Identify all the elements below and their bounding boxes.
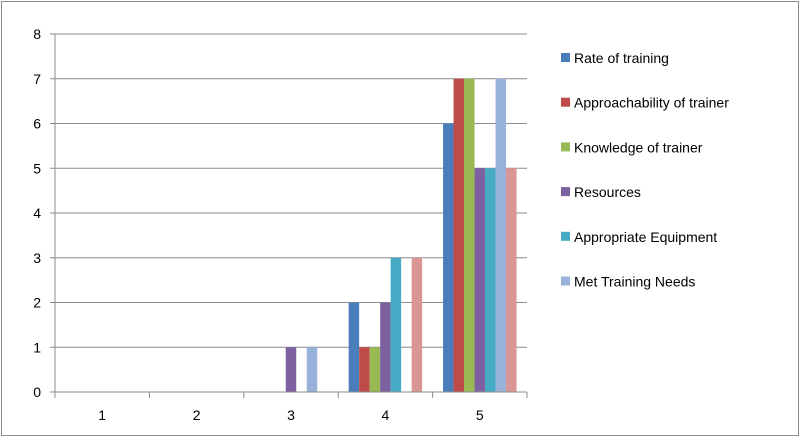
legend-label: Approachability of trainer xyxy=(574,95,729,111)
chart-frame: 0 1 2 3 4 5 6 7 8 1 2 3 4 5 Rate of training Approach… xyxy=(1,1,799,436)
y-tick-label: 4 xyxy=(33,205,41,221)
bar xyxy=(495,78,507,392)
legend-swatch xyxy=(561,231,570,241)
legend-label: Rate of training xyxy=(574,50,669,66)
bar xyxy=(443,123,454,392)
y-tick-label: 0 xyxy=(33,384,41,400)
y-tick-label: 5 xyxy=(33,160,41,176)
y-tick-labels: 0 1 2 3 4 5 6 7 8 xyxy=(33,26,41,400)
legend-label: Appropriate Equipment xyxy=(574,229,717,245)
legend-swatch xyxy=(561,276,570,286)
y-tick-label: 8 xyxy=(33,26,41,42)
legend-label: Met Training Needs xyxy=(574,274,695,290)
bar xyxy=(348,302,360,392)
bar xyxy=(359,347,370,392)
legend-swatch xyxy=(561,53,570,62)
legend: Rate of training Approachability of train… xyxy=(561,50,729,290)
bar xyxy=(411,257,423,392)
y-tick-label: 1 xyxy=(33,339,41,355)
x-tick-label: 2 xyxy=(193,407,201,423)
y-tick-label: 3 xyxy=(33,250,41,266)
y-tick-label: 6 xyxy=(33,116,41,132)
bar xyxy=(285,347,297,392)
y-tick-label: 2 xyxy=(33,295,41,311)
bar-chart: 0 1 2 3 4 5 6 7 8 1 2 3 4 5 Rate of training Approach… xyxy=(33,26,729,423)
bar xyxy=(369,347,381,392)
x-tick-labels: 1 2 3 4 5 xyxy=(98,407,484,423)
bar xyxy=(506,168,517,392)
bar xyxy=(390,257,402,392)
bar xyxy=(306,347,318,392)
legend-swatch xyxy=(561,97,570,107)
legend-label: Knowledge of trainer xyxy=(574,139,703,155)
bar xyxy=(474,168,486,392)
y-tick-label: 7 xyxy=(33,71,41,87)
x-tick-label: 4 xyxy=(382,407,390,423)
gridlines xyxy=(55,33,527,348)
legend-swatch xyxy=(561,142,570,152)
x-tick-label: 3 xyxy=(287,407,295,423)
bar xyxy=(453,78,465,392)
x-tick-label: 1 xyxy=(98,407,106,423)
bars xyxy=(285,78,517,392)
x-tick-label: 5 xyxy=(476,407,484,423)
bar xyxy=(485,168,496,392)
axes xyxy=(50,33,528,398)
bar xyxy=(380,302,391,392)
legend-label: Resources xyxy=(574,184,641,200)
legend-swatch xyxy=(561,187,570,197)
bar xyxy=(464,78,475,392)
